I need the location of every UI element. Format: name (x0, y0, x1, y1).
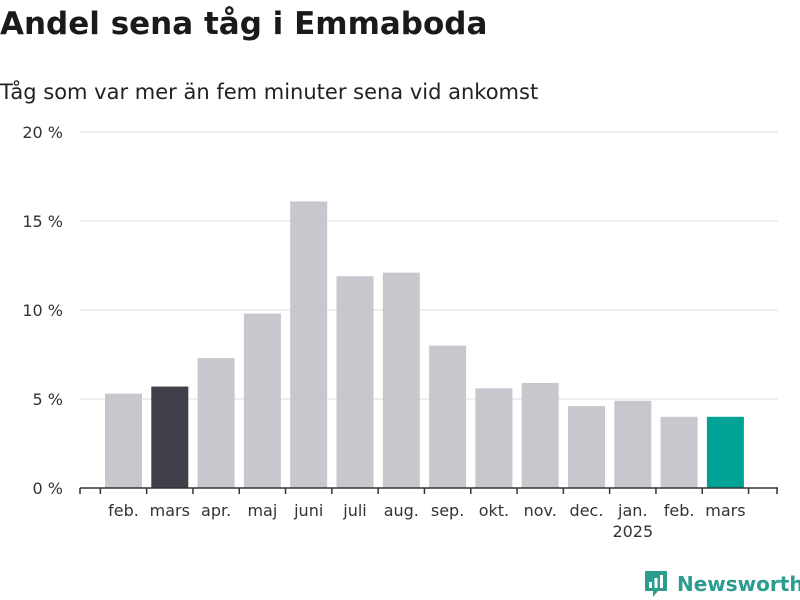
bar (521, 382, 559, 488)
y-axis-ticks: 0 % 5 % 10 % 15 % 20 % (22, 123, 63, 498)
bar (706, 416, 744, 488)
x-tick-label: jan. (617, 501, 647, 520)
y-tick-label: 0 % (33, 479, 63, 498)
bar (614, 400, 652, 488)
x-tick-label: sep. (431, 501, 464, 520)
x-tick-label: okt. (479, 501, 509, 520)
y-tick-label: 15 % (22, 212, 63, 231)
newsworthy-icon (645, 571, 667, 597)
chart-title: Andel sena tåg i Emmaboda (0, 6, 488, 42)
x-tick-label: juli (342, 501, 366, 520)
x-tick-label: mars (705, 501, 745, 520)
brand-name: Newsworthy (677, 572, 800, 596)
x-year-label: 2025 (612, 522, 653, 541)
bar-chart: 0 % 5 % 10 % 15 % 20 % feb. mars apr. maj juni ju… (22, 123, 778, 541)
bars (105, 201, 744, 489)
y-tick-label: 10 % (22, 301, 63, 320)
brand-logo: Newsworthy (643, 568, 800, 600)
x-tick-label: aug. (384, 501, 419, 520)
x-tick-label: mars (150, 501, 190, 520)
x-tick-label: juni (293, 501, 323, 520)
bar (660, 416, 698, 488)
bar (336, 276, 374, 488)
bar (568, 406, 605, 488)
x-axis (79, 487, 778, 494)
x-tick-label: feb. (108, 501, 139, 520)
x-tick-label: feb. (664, 501, 695, 520)
x-axis-ticks: feb. mars apr. maj juni juli aug. sep. okt. nov. d… (108, 501, 745, 541)
grid-lines (80, 131, 778, 400)
bar (475, 388, 513, 488)
y-tick-label: 5 % (33, 390, 63, 409)
bar (429, 345, 467, 488)
x-tick-label: apr. (201, 501, 231, 520)
bar (382, 272, 420, 488)
chart-subtitle: Tåg som var mer än fem minuter sena vid … (0, 80, 539, 104)
x-tick-label: maj (247, 501, 277, 520)
bar (151, 386, 189, 488)
x-tick-label: dec. (570, 501, 604, 520)
bar (105, 393, 142, 488)
bar (243, 313, 281, 488)
bar (290, 201, 328, 489)
x-tick-label: nov. (524, 501, 557, 520)
y-tick-label: 20 % (22, 123, 63, 142)
bar (197, 358, 235, 488)
